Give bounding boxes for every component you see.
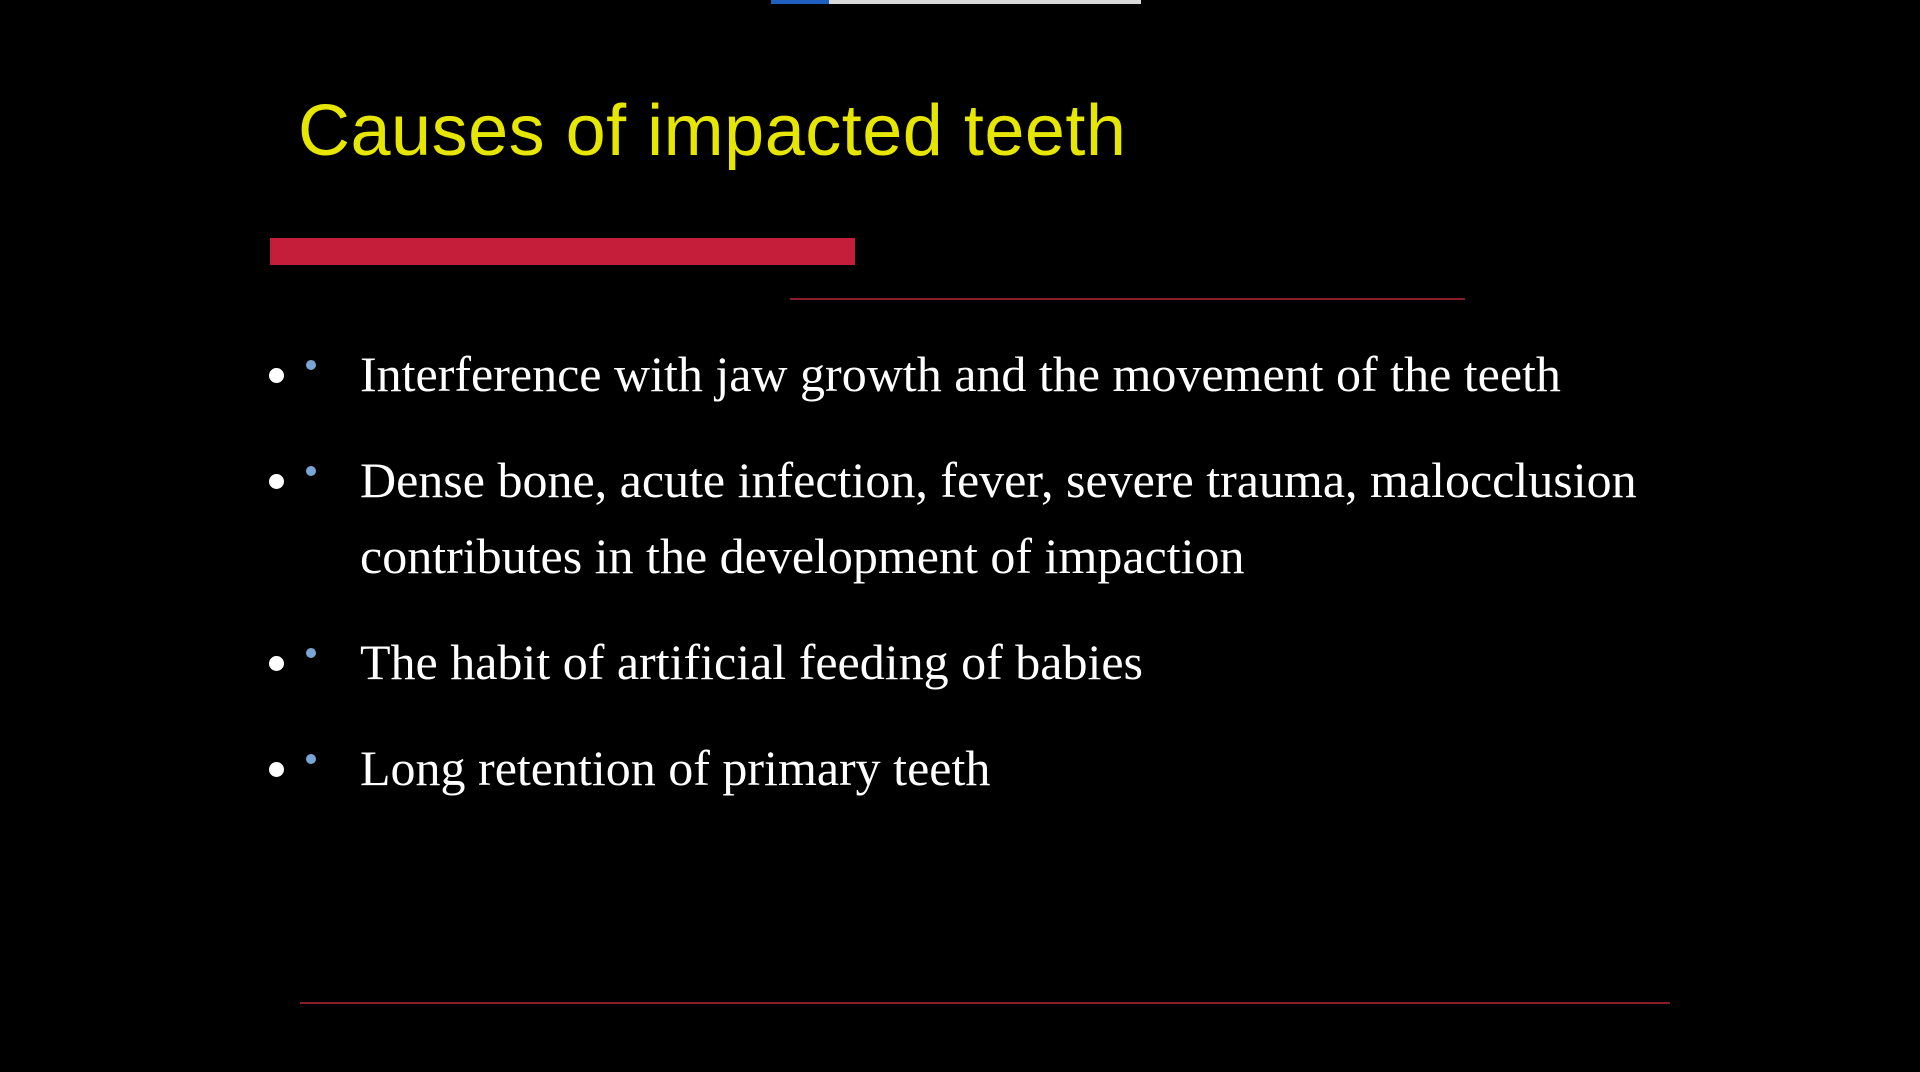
bullet-dot-icon: [306, 754, 316, 764]
bullet-text: Dense bone, acute infection, fever, seve…: [360, 452, 1637, 584]
bullet-item: Long retention of primary teeth: [306, 730, 1666, 806]
bullet-text: The habit of artificial feeding of babie…: [360, 634, 1143, 690]
accent-bar: [270, 238, 855, 265]
bullet-item: The habit of artificial feeding of babie…: [306, 624, 1666, 700]
bullet-dot-icon: [306, 360, 316, 370]
bullet-list: Interference with jaw growth and the mov…: [306, 336, 1666, 836]
bullet-text: Interference with jaw growth and the mov…: [360, 346, 1561, 402]
bullet-dot-icon: [306, 466, 316, 476]
bullet-item: Dense bone, acute infection, fever, seve…: [306, 442, 1666, 594]
divider-top: [790, 298, 1465, 300]
slide: Causes of impacted teeth Interference wi…: [0, 0, 1920, 1072]
slide-title: Causes of impacted teeth: [298, 90, 1126, 172]
divider-bottom: [300, 1002, 1670, 1004]
top-tab-blue: [771, 0, 829, 4]
bullet-text: Long retention of primary teeth: [360, 740, 990, 796]
bullet-dot-icon: [306, 648, 316, 658]
top-tab-white: [829, 0, 1141, 4]
bullet-item: Interference with jaw growth and the mov…: [306, 336, 1666, 412]
